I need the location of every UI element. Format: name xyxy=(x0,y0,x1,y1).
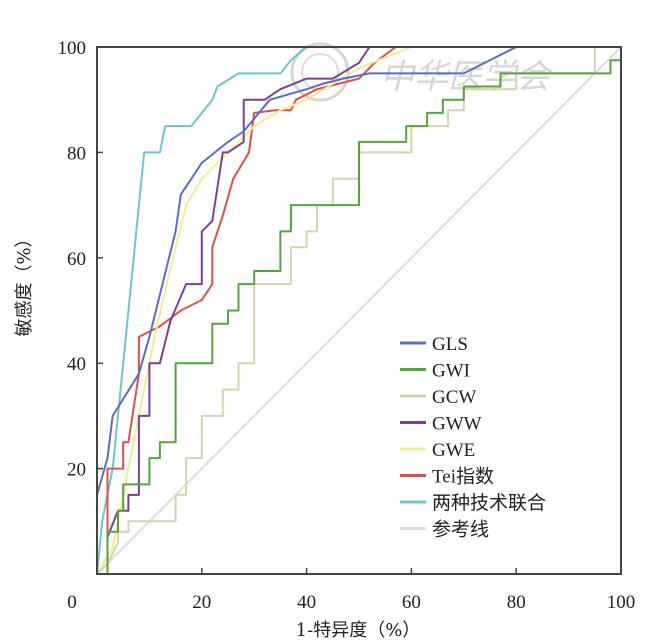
y-tick-label: 20 xyxy=(67,460,86,481)
series-line-gcw xyxy=(96,46,621,575)
series-line-gls xyxy=(96,46,621,496)
legend-label: Tei指数 xyxy=(432,466,494,488)
x-tick-label: 100 xyxy=(607,592,636,613)
plot-frame xyxy=(96,46,622,575)
x-tick-label: 0 xyxy=(67,592,77,613)
series-line-combined xyxy=(96,46,621,575)
legend-label: GWW xyxy=(432,414,482,435)
y-axis-label: 敏感度（%） xyxy=(14,229,35,336)
series-line-reference xyxy=(96,46,622,575)
legend-label: GLS xyxy=(432,334,468,355)
legend-label: GWI xyxy=(432,361,470,382)
legend-label: 两种技术联合 xyxy=(432,492,546,514)
legend-label: GWE xyxy=(432,440,475,461)
y-tick-label: 80 xyxy=(67,143,86,164)
series-line-tei xyxy=(97,46,621,575)
x-tick-label: 60 xyxy=(402,592,421,613)
x-tick-label: 40 xyxy=(297,592,316,613)
series-line-gwi xyxy=(97,59,621,575)
ticks: 0 20 40 60 80 100 20 40 60 80 100 xyxy=(58,38,636,613)
y-tick-label: 60 xyxy=(67,249,86,270)
x-axis-label: 1-特异度（%） xyxy=(296,620,421,640)
y-tick-label: 100 xyxy=(58,38,87,59)
x-tick-label: 20 xyxy=(192,592,211,613)
legend-label: 参考线 xyxy=(432,519,489,541)
plot-lines xyxy=(96,46,622,575)
series-line-gww xyxy=(97,46,621,575)
legend-label: GCW xyxy=(432,387,476,408)
watermark-seal-inner xyxy=(301,53,339,91)
y-tick-label: 40 xyxy=(67,354,86,375)
watermark-seal xyxy=(290,42,350,102)
watermark: 中华医学会 xyxy=(290,42,554,102)
watermark-text: 中华医学会 xyxy=(380,57,554,97)
x-tick-label: 80 xyxy=(507,592,526,613)
